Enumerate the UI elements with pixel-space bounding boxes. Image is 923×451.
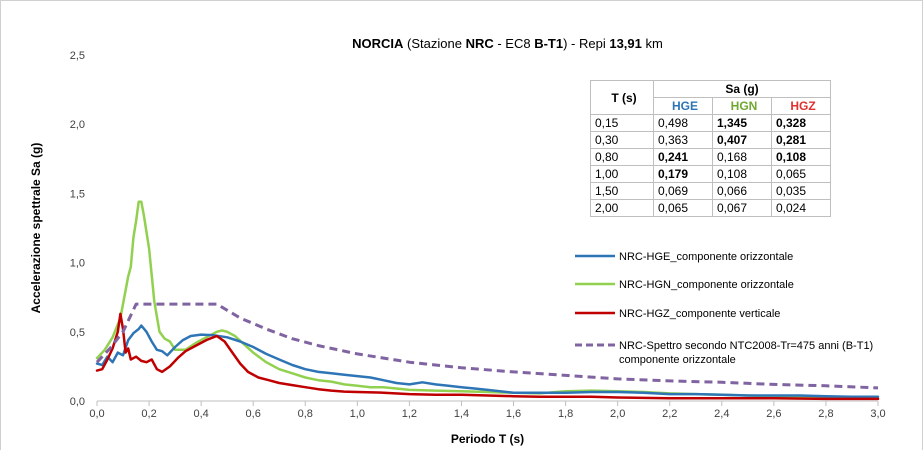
table-cell-value: 0,407 (712, 131, 772, 149)
series-line-3 (95, 302, 879, 390)
chart-title: NORCIA (Stazione NRC - EC8 B-T1) - Repi … (352, 36, 663, 51)
table-row: 0,30 0,363 0,407 0,281 (590, 131, 831, 149)
table-cell-value: 0,281 (771, 131, 831, 149)
x-tick-label: 1,0 (350, 408, 365, 420)
table-header-hge: HGE (653, 97, 713, 115)
table-row: 2,00 0,065 0,067 0,024 (590, 199, 831, 217)
y-axis-title: Accelerazione spettrale Sa (g) (29, 143, 43, 314)
x-axis-title: Periodo T (s) (451, 432, 524, 446)
table-cell-period: 1,50 (590, 182, 654, 200)
x-tick-label: 0,2 (141, 408, 156, 420)
sa-table: T (s) Sa (g) HGE HGN HGZ 0,15 0,498 1,345 0… (590, 80, 831, 217)
series-line-0 (95, 324, 880, 399)
table-cell-value: 0,035 (771, 182, 831, 200)
table-cell-value: 0,363 (653, 131, 713, 149)
table-cell-value: 0,108 (712, 165, 772, 183)
table-cell-value: 0,069 (653, 182, 713, 200)
x-tick-label: 2,6 (766, 408, 781, 420)
legend-label: NRC-HGZ_componente verticale (619, 308, 780, 320)
y-tick-label: 0,5 (70, 327, 85, 339)
table-cell-period: 2,00 (590, 199, 654, 217)
table-cell-period: 1,00 (590, 165, 654, 183)
table-cell-value: 0,108 (771, 148, 831, 166)
x-tick-label: 0,4 (193, 408, 208, 420)
x-tick-label: 0,6 (246, 408, 261, 420)
x-tick-label: 2,0 (610, 408, 625, 420)
x-tick-label: 1,8 (558, 408, 573, 420)
y-tick-label: 2,0 (70, 119, 85, 131)
y-tick-label: 2,5 (70, 50, 85, 62)
table-cell-value: 0,067 (712, 199, 772, 217)
table-header-hgz: HGZ (771, 97, 831, 115)
table-header-hgn: HGN (712, 97, 772, 115)
table-cell-value: 0,498 (653, 114, 713, 132)
x-tick-label: 1,4 (454, 408, 469, 420)
y-tick-label: 1,5 (70, 188, 85, 200)
x-tick-label: 2,4 (714, 408, 729, 420)
table-row: 0,80 0,241 0,168 0,108 (590, 148, 831, 166)
table-row: 0,15 0,498 1,345 0,328 (590, 114, 831, 132)
table-cell-value: 0,024 (771, 199, 831, 217)
legend-label: componente orizzontale (619, 354, 736, 366)
table-header-t: T (s) (590, 80, 654, 115)
table-cell-value: 0,179 (653, 165, 713, 183)
x-tick-label: 2,8 (818, 408, 833, 420)
table-cell-period: 0,80 (590, 148, 654, 166)
legend-label: NRC-Spettro secondo NTC2008-Tr=475 anni … (619, 340, 873, 352)
x-tick-label: 1,2 (402, 408, 417, 420)
legend-label: NRC-HGE_componente orizzontale (619, 251, 793, 263)
table-row: 1,50 0,069 0,066 0,035 (590, 182, 831, 200)
y-tick-label: 0,0 (70, 396, 85, 408)
table-body: 0,15 0,498 1,345 0,328 0,30 0,363 0,407 0,281 0,… (590, 114, 831, 217)
table-header-sa: Sa (g) (653, 80, 831, 98)
table-cell-value: 0,241 (653, 148, 713, 166)
x-tick-label: 2,2 (662, 408, 677, 420)
table-cell-value: 0,328 (771, 114, 831, 132)
table-cell-value: 0,066 (712, 182, 772, 200)
legend-label: NRC-HGN_componente orizzontale (619, 279, 794, 291)
x-tick-label: 0,0 (89, 408, 104, 420)
table-cell-period: 0,30 (590, 131, 654, 149)
x-tick-label: 0,8 (298, 408, 313, 420)
table-cell-value: 1,345 (712, 114, 772, 132)
y-tick-label: 1,0 (70, 258, 85, 270)
x-tick-label: 1,6 (506, 408, 521, 420)
series-line-2 (95, 312, 880, 401)
table-row: 1,00 0,179 0,108 0,065 (590, 165, 831, 183)
table-cell-value: 0,065 (771, 165, 831, 183)
table-cell-period: 0,15 (590, 114, 654, 132)
x-tick-label: 3,0 (870, 408, 885, 420)
table-cell-value: 0,065 (653, 199, 713, 217)
table-cell-value: 0,168 (712, 148, 772, 166)
